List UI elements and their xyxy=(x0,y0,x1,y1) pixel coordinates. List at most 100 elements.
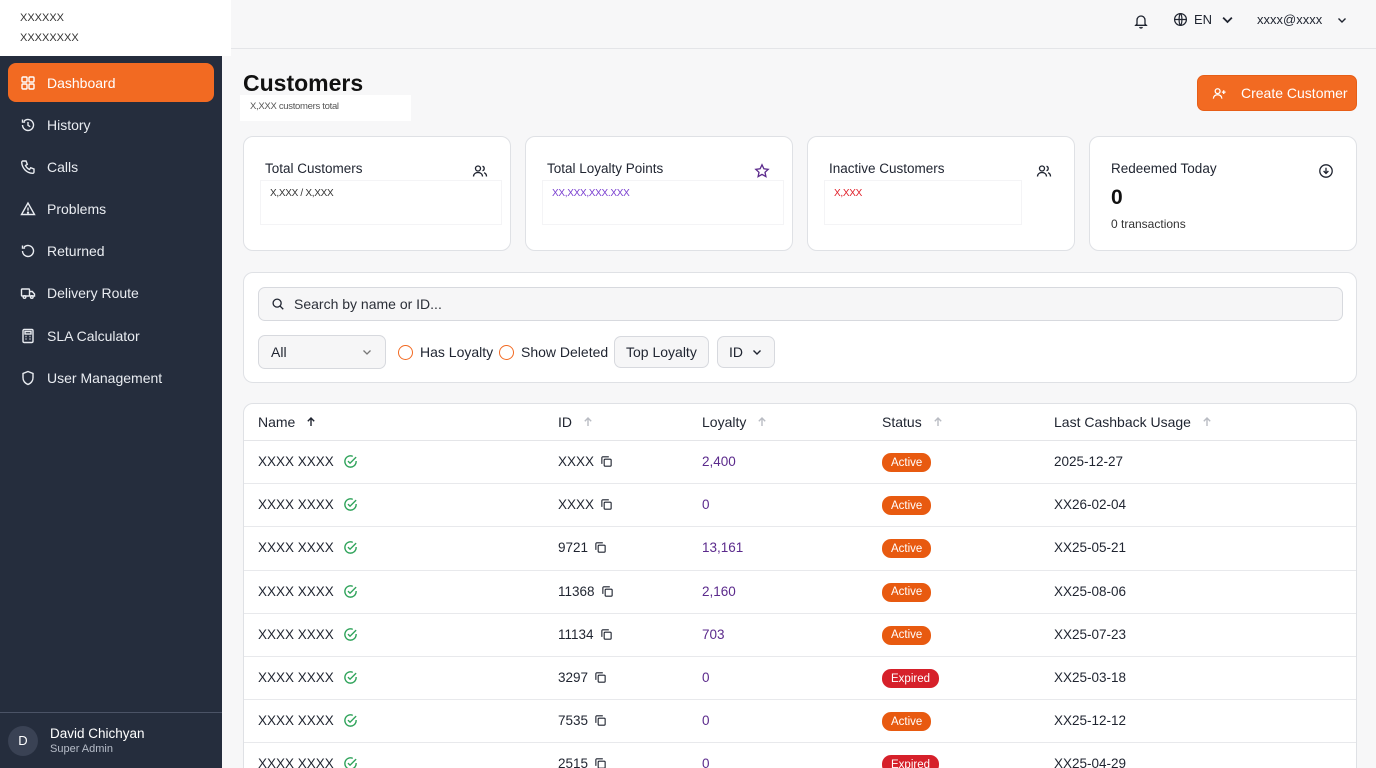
copy-icon[interactable] xyxy=(600,455,613,468)
topbar: EN xxxx@xxxx xyxy=(231,0,1376,49)
sidebar-item-calls[interactable]: Calls xyxy=(8,147,214,186)
cell-id: 2515 xyxy=(558,756,607,768)
sort-arrow-up-icon xyxy=(1203,417,1211,426)
copy-icon[interactable] xyxy=(600,498,613,511)
customer-id: XXXX xyxy=(558,454,595,469)
top-loyalty-button[interactable]: Top Loyalty xyxy=(614,336,709,368)
table-header: Name ID Loyalty Status Last Cashback Usa… xyxy=(244,404,1356,441)
current-user[interactable]: D David Chichyan Super Admin xyxy=(0,712,222,768)
last-cashback-date: XX25-08-06 xyxy=(1054,583,1127,599)
sidebar-item-history[interactable]: History xyxy=(8,105,214,144)
cell-loyalty: 0 xyxy=(702,497,710,512)
cell-name: XXXX XXXX xyxy=(258,713,358,728)
return-icon xyxy=(20,243,36,259)
sidebar-item-sla-calculator[interactable]: SLA Calculator xyxy=(8,316,214,355)
loyalty-points: 0 xyxy=(702,713,710,729)
customer-id: 3297 xyxy=(558,670,589,685)
has-loyalty-toggle[interactable]: Has Loyalty xyxy=(398,344,493,360)
brand-block: XXXXXX XXXXXXXX xyxy=(0,0,231,56)
language-label: EN xyxy=(1194,12,1213,27)
search-input[interactable] xyxy=(294,296,1294,312)
copy-icon[interactable] xyxy=(594,541,607,554)
customer-id: XXXX xyxy=(558,497,595,513)
column-header-id[interactable]: ID xyxy=(558,414,594,430)
loyalty-points: 0 xyxy=(702,497,710,513)
users-icon xyxy=(1036,163,1052,179)
warning-icon xyxy=(20,201,36,217)
column-header-last-cashback-usage[interactable]: Last Cashback Usage xyxy=(1054,414,1213,430)
page-title: Customers xyxy=(243,70,364,96)
sidebar-item-problems[interactable]: Problems xyxy=(8,190,214,229)
download-circle-icon xyxy=(1318,163,1334,179)
customer-name: XXXX XXXX xyxy=(258,454,334,469)
sidebar: Dashboard History Calls Problems Returne… xyxy=(0,56,222,768)
cell-id: 11134 xyxy=(558,627,613,642)
table-row[interactable]: XXXX XXXX 11368 2,160 Active XX25-08-06 xyxy=(244,571,1356,614)
table-row[interactable]: XXXX XXXX 11134 703 Active XX25-07-23 xyxy=(244,614,1356,657)
cell-last-cashback-usage: 2025-12-27 xyxy=(1054,454,1123,469)
column-header-status[interactable]: Status xyxy=(882,414,944,430)
avatar: D xyxy=(8,725,38,756)
table-row[interactable]: XXXX XXXX 9721 13,161 Active XX25-05-21 xyxy=(244,527,1356,571)
cell-last-cashback-usage: XX25-07-23 xyxy=(1054,627,1126,642)
table-row[interactable]: XXXX XXXX XXXX 2,400 Active 2025-12-27 xyxy=(244,441,1356,485)
last-cashback-date: XX25-04-29 xyxy=(1054,756,1127,768)
sidebar-nav: Dashboard History Calls Problems Returne… xyxy=(0,56,222,397)
top-loyalty-label: Top Loyalty xyxy=(626,344,697,360)
sidebar-item-returned[interactable]: Returned xyxy=(8,232,214,271)
sidebar-item-delivery-route[interactable]: Delivery Route xyxy=(8,274,214,313)
cell-id: 11368 xyxy=(558,584,614,599)
customer-name: XXXX XXXX xyxy=(258,540,334,556)
sort-arrow-up-icon xyxy=(934,417,942,426)
table-row[interactable]: XXXX XXXX 7535 0 Active XX25-12-12 xyxy=(244,700,1356,744)
loyalty-points: 703 xyxy=(702,626,725,642)
sort-arrow-up-icon xyxy=(307,417,316,426)
cell-loyalty: 0 xyxy=(702,713,710,728)
verified-check-icon xyxy=(343,541,357,555)
customers-table: Name ID Loyalty Status Last Cashback Usa… xyxy=(243,403,1357,768)
customer-name: XXXX XXXX xyxy=(258,756,334,768)
column-header-name[interactable]: Name xyxy=(258,414,317,430)
sidebar-item-user-management[interactable]: User Management xyxy=(8,358,214,397)
account-menu[interactable]: xxxx@xxxx xyxy=(1257,12,1348,27)
status-badge: Expired xyxy=(882,669,939,688)
column-header-loyalty[interactable]: Loyalty xyxy=(702,414,768,430)
sidebar-item-label: Calls xyxy=(47,158,79,175)
table-row[interactable]: XXXX XXXX XXXX 0 Active XX26-02-04 xyxy=(244,484,1356,528)
copy-icon[interactable] xyxy=(594,757,607,768)
customer-id: 9721 xyxy=(558,540,589,556)
column-label: Name xyxy=(258,414,296,430)
stat-title: Inactive Customers xyxy=(829,161,945,176)
bell-icon[interactable] xyxy=(1133,13,1149,29)
status-select[interactable]: All xyxy=(258,335,386,369)
column-label: Status xyxy=(882,414,922,430)
column-label: ID xyxy=(558,414,572,430)
status-badge: Expired xyxy=(882,755,939,768)
customer-name: XXXX XXXX xyxy=(258,670,334,685)
cell-loyalty: 2,400 xyxy=(702,454,736,469)
table-row[interactable]: XXXX XXXX 2515 0 Expired XX25-04-29 xyxy=(244,743,1356,768)
status-badge: Active xyxy=(882,453,932,472)
create-customer-label: Create Customer xyxy=(1241,85,1348,101)
sidebar-item-label: Delivery Route xyxy=(47,285,139,302)
star-icon xyxy=(754,163,770,179)
show-deleted-toggle[interactable]: Show Deleted xyxy=(499,344,608,360)
cell-name: XXXX XXXX xyxy=(258,540,358,555)
copy-icon[interactable] xyxy=(600,628,613,641)
copy-icon[interactable] xyxy=(601,585,614,598)
verified-check-icon xyxy=(343,757,357,768)
sort-select[interactable]: ID xyxy=(717,336,775,368)
sidebar-item-dashboard[interactable]: Dashboard xyxy=(8,63,214,102)
shield-icon xyxy=(20,370,36,386)
copy-icon[interactable] xyxy=(594,714,607,727)
sidebar-item-label: Dashboard xyxy=(47,74,116,91)
copy-icon[interactable] xyxy=(594,671,607,684)
column-label: Loyalty xyxy=(702,414,747,430)
language-selector[interactable]: EN xyxy=(1173,12,1235,27)
loyalty-points: 0 xyxy=(702,756,710,768)
sort-select-value: ID xyxy=(729,344,743,360)
create-customer-button[interactable]: Create Customer xyxy=(1197,75,1357,111)
cell-id: XXXX xyxy=(558,497,613,512)
table-row[interactable]: XXXX XXXX 3297 0 Expired XX25-03-18 xyxy=(244,657,1356,701)
phone-icon xyxy=(20,159,36,175)
